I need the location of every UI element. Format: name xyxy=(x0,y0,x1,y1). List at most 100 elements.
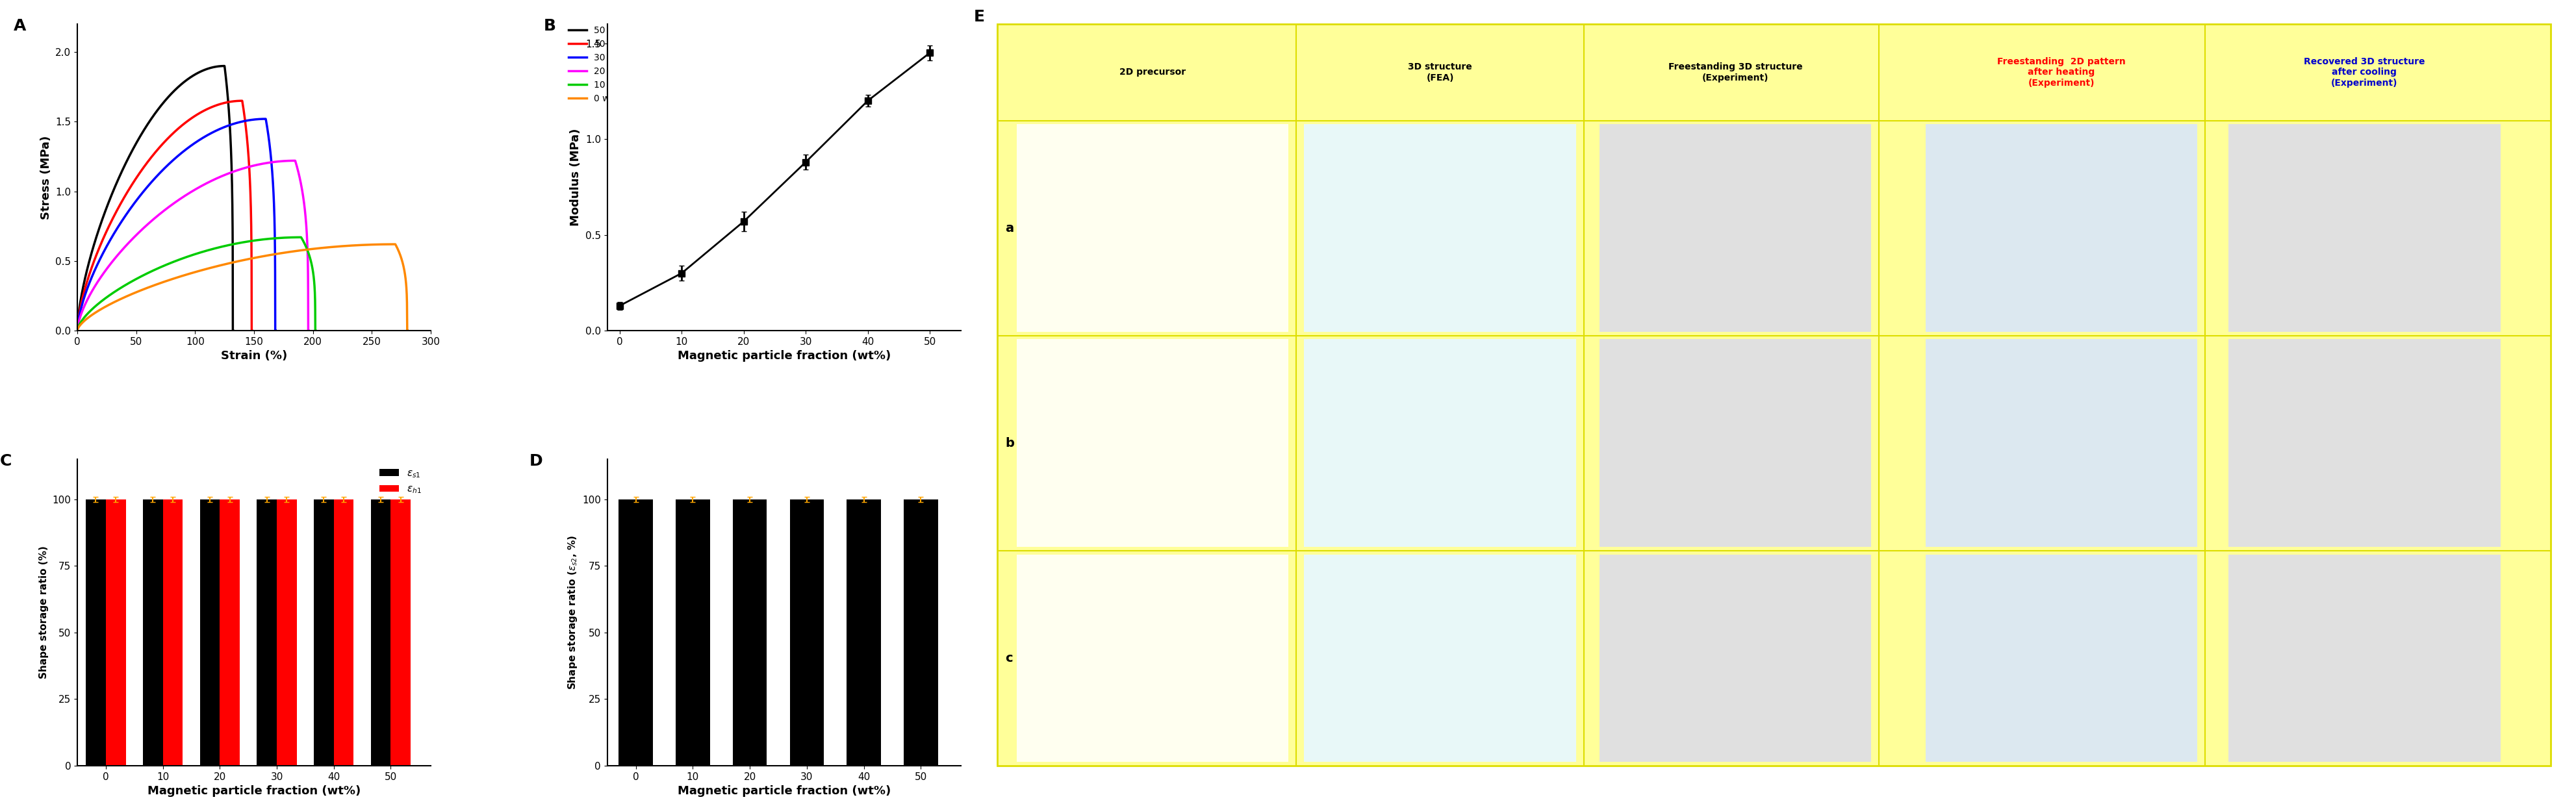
0 wt% xyxy=(137,281,167,291)
20 wt% xyxy=(131,222,162,231)
0 wt% xyxy=(381,240,412,250)
Bar xyxy=(85,499,106,766)
40 wt% xyxy=(211,98,242,107)
0 wt% xyxy=(100,297,131,306)
Text: D: D xyxy=(531,453,544,469)
FancyBboxPatch shape xyxy=(1600,555,1870,762)
Text: C: C xyxy=(0,453,10,469)
10 wt% xyxy=(232,237,263,247)
20 wt% xyxy=(294,326,325,335)
20 wt% xyxy=(250,158,281,168)
30 wt% xyxy=(67,298,98,308)
20 wt% xyxy=(62,326,93,335)
Text: c: c xyxy=(1005,652,1012,664)
Text: Recovered 3D structure
after cooling
(Experiment): Recovered 3D structure after cooling (Ex… xyxy=(2303,57,2424,87)
20 wt% xyxy=(188,180,219,189)
FancyBboxPatch shape xyxy=(997,24,2550,766)
FancyBboxPatch shape xyxy=(2228,555,2499,762)
Legend: 50 wt%, 40 wt%, 30 wt%, 20 wt%, 10 wt%, 0 wt%: 50 wt%, 40 wt%, 30 wt%, 20 wt%, 10 wt%, … xyxy=(564,23,631,107)
Y-axis label: Shape storage ratio ($\varepsilon_{s2}$, %): Shape storage ratio ($\varepsilon_{s2}$,… xyxy=(567,535,580,690)
Bar xyxy=(371,499,392,766)
30 wt% xyxy=(237,114,268,124)
Bar xyxy=(618,499,652,766)
Bar xyxy=(335,499,353,766)
Y-axis label: Stress (MPa): Stress (MPa) xyxy=(41,135,52,219)
40 wt% xyxy=(211,98,242,107)
0 wt% xyxy=(62,326,93,335)
0 wt% xyxy=(170,270,201,280)
50 wt% xyxy=(62,326,93,335)
Y-axis label: Modulus (MPa): Modulus (MPa) xyxy=(569,128,582,226)
Bar xyxy=(904,499,938,766)
Bar xyxy=(142,499,162,766)
20 wt% xyxy=(242,160,273,169)
50 wt% xyxy=(147,98,178,108)
FancyBboxPatch shape xyxy=(1924,339,2197,547)
10 wt% xyxy=(296,261,327,271)
40 wt% xyxy=(142,144,173,154)
X-axis label: Magnetic particle fraction (wt%): Magnetic particle fraction (wt%) xyxy=(677,351,891,362)
20 wt% xyxy=(103,248,134,258)
10 wt% xyxy=(286,232,317,242)
50 wt% xyxy=(209,61,240,71)
40 wt% xyxy=(95,218,126,228)
50 wt% xyxy=(216,326,247,335)
FancyBboxPatch shape xyxy=(1924,555,2197,762)
X-axis label: Strain (%): Strain (%) xyxy=(222,351,286,362)
Bar xyxy=(276,499,296,766)
Bar xyxy=(392,499,410,766)
Bar xyxy=(258,499,276,766)
10 wt% xyxy=(62,326,93,335)
Bar xyxy=(219,499,240,766)
Text: Freestanding  2D pattern
after heating
(Experiment): Freestanding 2D pattern after heating (E… xyxy=(1996,57,2125,87)
Bar xyxy=(314,499,335,766)
40 wt% xyxy=(160,127,191,137)
50 wt% xyxy=(178,71,209,81)
FancyBboxPatch shape xyxy=(1600,339,1870,547)
FancyBboxPatch shape xyxy=(1018,124,1288,332)
FancyBboxPatch shape xyxy=(1924,124,2197,332)
30 wt% xyxy=(108,214,139,223)
0 wt% xyxy=(206,260,237,270)
Bar xyxy=(162,499,183,766)
FancyBboxPatch shape xyxy=(1303,339,1577,547)
Text: B: B xyxy=(544,18,556,34)
Text: 3D structure
(FEA): 3D structure (FEA) xyxy=(1406,63,1471,82)
0 wt% xyxy=(88,303,118,313)
Text: a: a xyxy=(1005,222,1012,235)
FancyBboxPatch shape xyxy=(2228,124,2499,332)
FancyBboxPatch shape xyxy=(1303,555,1577,762)
Legend: $\varepsilon_{s1}$, $\varepsilon_{h1}$: $\varepsilon_{s1}$, $\varepsilon_{h1}$ xyxy=(376,464,425,499)
50 wt% xyxy=(72,261,103,271)
Bar xyxy=(732,499,768,766)
Line: 20 wt%: 20 wt% xyxy=(77,160,309,330)
30 wt% xyxy=(67,301,98,310)
Text: A: A xyxy=(13,18,26,34)
FancyBboxPatch shape xyxy=(1600,124,1870,332)
20 wt% xyxy=(196,177,227,186)
40 wt% xyxy=(90,229,121,239)
X-axis label: Magnetic particle fraction (wt%): Magnetic particle fraction (wt%) xyxy=(677,785,891,797)
10 wt% xyxy=(155,259,185,268)
FancyBboxPatch shape xyxy=(1303,124,1577,332)
Bar xyxy=(106,499,126,766)
Line: 30 wt%: 30 wt% xyxy=(77,119,276,330)
Bar xyxy=(848,499,881,766)
Bar xyxy=(675,499,711,766)
10 wt% xyxy=(265,233,296,243)
FancyBboxPatch shape xyxy=(1018,339,1288,547)
Text: 2D precursor: 2D precursor xyxy=(1118,68,1185,77)
Text: E: E xyxy=(974,10,984,25)
Bar xyxy=(788,499,824,766)
10 wt% xyxy=(155,258,185,268)
30 wt% xyxy=(250,114,281,124)
20 wt% xyxy=(281,156,312,165)
Line: 40 wt%: 40 wt% xyxy=(77,101,252,330)
50 wt% xyxy=(167,77,198,87)
40 wt% xyxy=(237,326,268,335)
30 wt% xyxy=(103,222,134,232)
Y-axis label: Shape storage ratio (%): Shape storage ratio (%) xyxy=(39,546,49,679)
X-axis label: Magnetic particle fraction (wt%): Magnetic particle fraction (wt%) xyxy=(147,785,361,797)
Text: b: b xyxy=(1005,437,1015,449)
40 wt% xyxy=(62,326,93,335)
